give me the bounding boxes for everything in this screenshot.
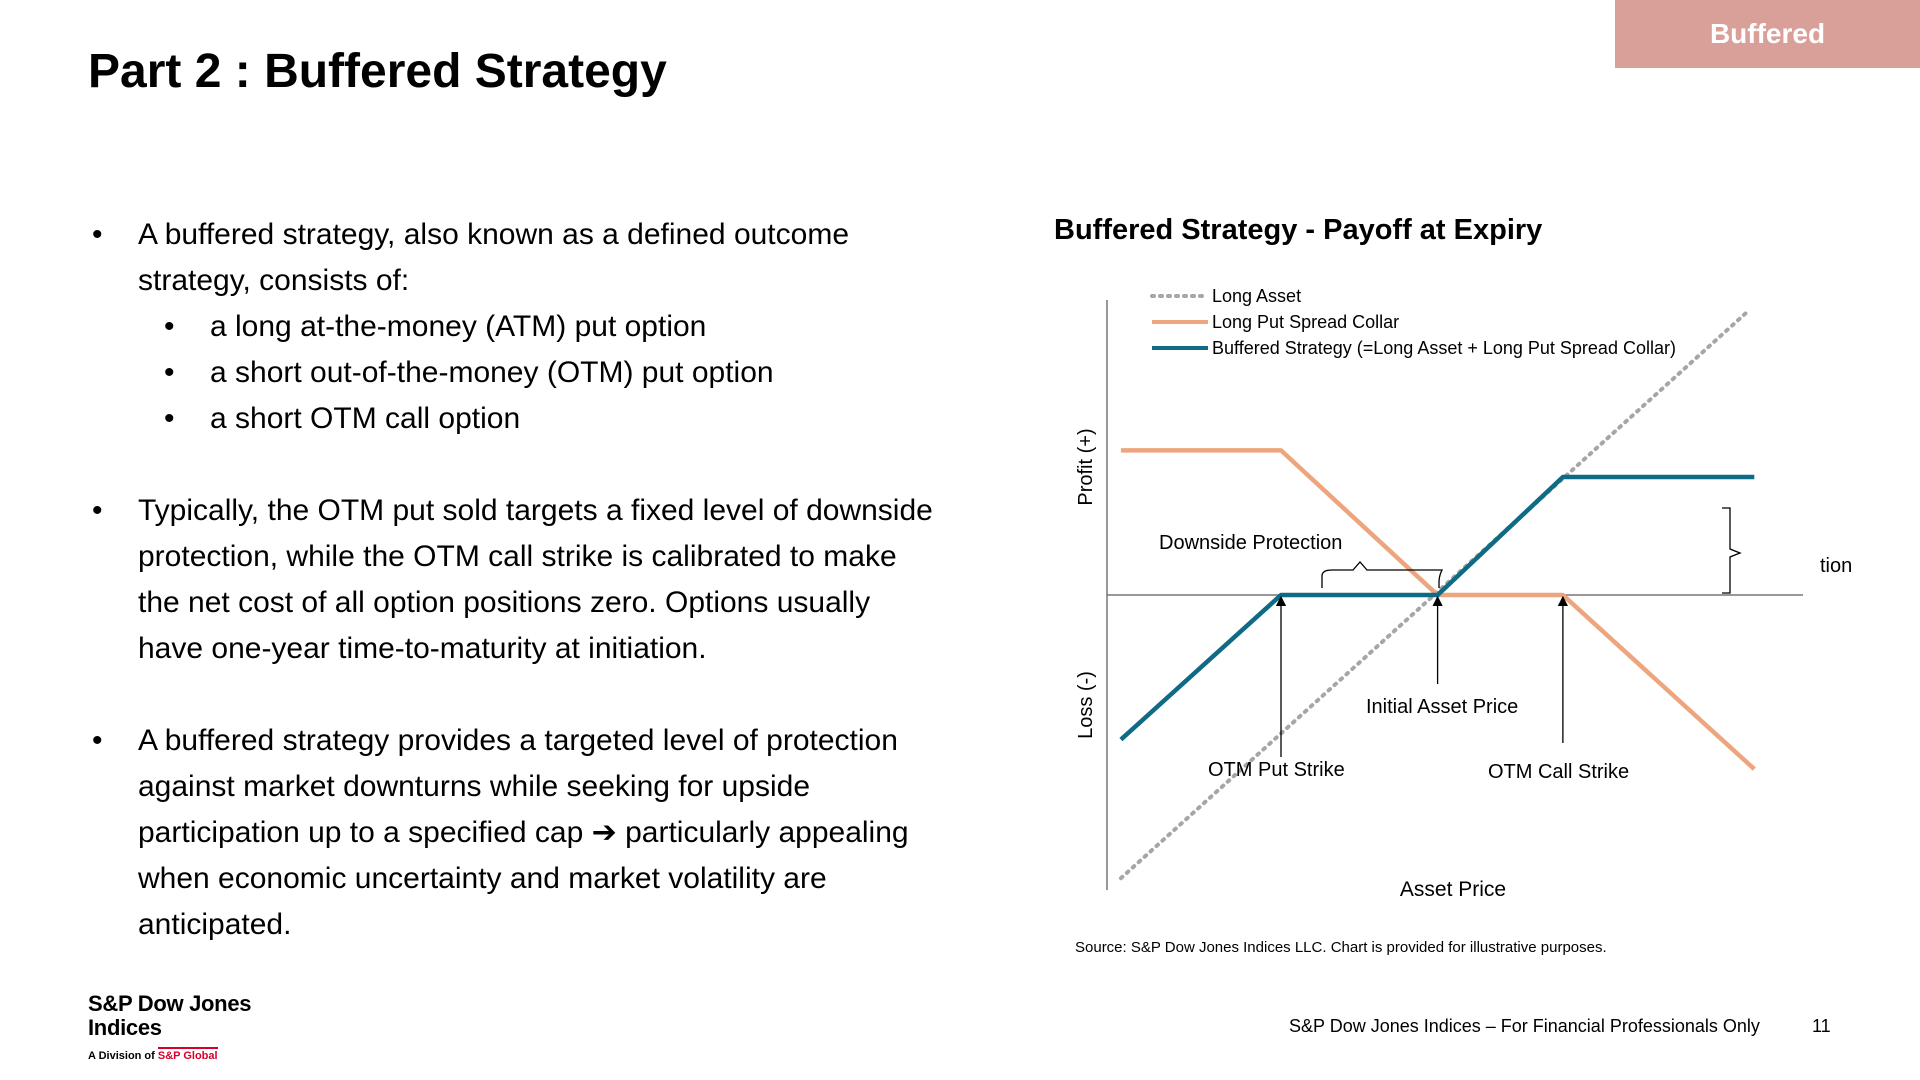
bullet-line: participation up to a specified cap ➔ pa…: [138, 816, 909, 849]
legend-label-collar: Long Put Spread Collar: [1212, 312, 1399, 332]
bullet-marker: •: [92, 724, 103, 757]
sub-bullet-item: • a short out-of-the-money (OTM) put opt…: [88, 350, 1018, 396]
payoff-chart: Profit (+) Loss (-) Asset Price Long Ass…: [1075, 286, 1852, 901]
series-line-buffered: [1119, 474, 1755, 742]
cut-annotation-label: tion: [1820, 555, 1852, 577]
bullet-line: A buffered strategy, also known as a def…: [138, 218, 850, 251]
bullet-line: when economic uncertainty and market vol…: [138, 862, 827, 895]
bullet-line: strategy, consists of:: [138, 264, 410, 297]
logo-brand: S&P Global: [157, 1047, 218, 1062]
logo-name-line: Indices: [88, 1015, 162, 1040]
logo-name-line: S&P Dow Jones: [88, 991, 252, 1016]
footer-text: S&P Dow Jones Indices – For Financial Pr…: [1289, 1016, 1760, 1036]
bullet-marker: •: [164, 310, 175, 343]
bullet-line: anticipated.: [138, 908, 292, 941]
legend-label-long-asset: Long Asset: [1212, 286, 1301, 306]
bullet-line: have one-year time-to-maturity at initia…: [138, 632, 707, 665]
bullet-marker: •: [164, 356, 175, 389]
bullet-line: against market downturns while seeking f…: [138, 770, 811, 803]
x-axis-label: Asset Price: [1400, 878, 1506, 901]
company-logo: S&P Dow Jones Indices A Division of S&P …: [88, 992, 251, 1062]
bullet-item: • A buffered strategy, also known as a d…: [88, 212, 1018, 304]
page-title: Part 2 : Buffered Strategy: [88, 45, 667, 98]
bullet-item: • A buffered strategy provides a targete…: [88, 718, 1018, 948]
y-label-profit: Profit (+): [1075, 428, 1097, 505]
bullet-marker: •: [92, 218, 103, 251]
spacer: [88, 672, 1018, 718]
section-tag: Buffered: [1615, 0, 1920, 68]
sub-bullet-text: a short OTM call option: [210, 402, 521, 435]
downside-protection-brace: [1321, 561, 1444, 588]
bullet-marker: •: [92, 494, 103, 527]
bullet-line: A buffered strategy provides a targeted …: [138, 724, 898, 757]
otm-call-strike-label: OTM Call Strike: [1488, 761, 1629, 783]
bullet-marker: •: [164, 402, 175, 435]
otm-put-strike-label: OTM Put Strike: [1208, 759, 1345, 781]
chart-source-note: Source: S&P Dow Jones Indices LLC. Chart…: [1075, 939, 1607, 956]
downside-protection-label: Downside Protection: [1159, 532, 1342, 554]
bullet-line: protection, while the OTM call strike is…: [138, 540, 897, 573]
logo-division-text: A Division of: [88, 1050, 158, 1062]
y-label-loss: Loss (-): [1075, 671, 1097, 739]
page-number: 11: [1812, 1016, 1831, 1036]
bullet-line: the net cost of all option positions zer…: [138, 586, 871, 619]
sub-bullet-text: a long at-the-money (ATM) put option: [210, 310, 707, 343]
bullet-line: Typically, the OTM put sold targets a fi…: [138, 494, 933, 527]
bullet-list: • A buffered strategy, also known as a d…: [88, 212, 1018, 948]
sub-bullet-item: • a short OTM call option: [88, 396, 1018, 442]
spacer: [88, 442, 1018, 488]
legend-label-buffered: Buffered Strategy (=Long Asset + Long Pu…: [1212, 338, 1676, 358]
chart-title: Buffered Strategy - Payoff at Expiry: [1054, 214, 1543, 246]
upside-cap-brace: [1722, 507, 1742, 594]
bullet-item: • Typically, the OTM put sold targets a …: [88, 488, 1018, 672]
logo-division: A Division of S&P Global: [88, 1047, 251, 1062]
sub-bullet-text: a short out-of-the-money (OTM) put optio…: [210, 356, 774, 389]
sub-bullet-item: • a long at-the-money (ATM) put option: [88, 304, 1018, 350]
initial-asset-price-label: Initial Asset Price: [1366, 696, 1518, 718]
